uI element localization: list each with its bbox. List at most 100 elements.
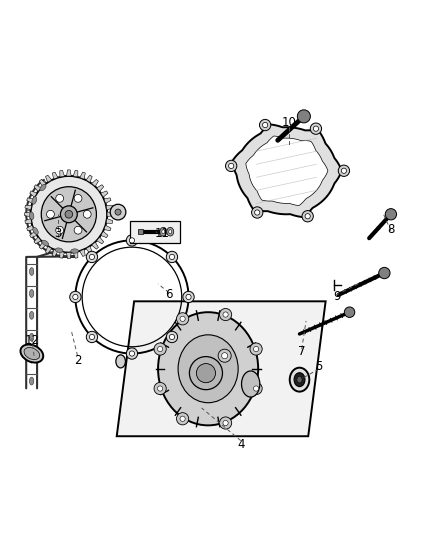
Circle shape	[196, 364, 215, 383]
Circle shape	[223, 421, 228, 426]
Polygon shape	[67, 253, 71, 259]
Circle shape	[46, 211, 54, 218]
Ellipse shape	[290, 368, 309, 392]
Polygon shape	[106, 205, 113, 210]
Circle shape	[86, 332, 98, 343]
Circle shape	[65, 211, 73, 218]
Ellipse shape	[24, 348, 40, 360]
Circle shape	[226, 160, 237, 172]
Circle shape	[229, 163, 234, 168]
Circle shape	[166, 332, 178, 343]
Circle shape	[254, 210, 260, 215]
Circle shape	[70, 292, 81, 303]
Polygon shape	[101, 191, 108, 197]
Circle shape	[219, 417, 232, 429]
Circle shape	[74, 227, 82, 234]
Polygon shape	[25, 212, 31, 216]
Text: 2: 2	[74, 353, 81, 367]
Polygon shape	[67, 170, 71, 176]
Polygon shape	[27, 198, 34, 204]
Circle shape	[254, 386, 259, 391]
Circle shape	[180, 316, 185, 321]
Circle shape	[254, 346, 259, 352]
Circle shape	[313, 126, 318, 131]
Polygon shape	[60, 171, 64, 177]
Polygon shape	[30, 191, 37, 197]
Ellipse shape	[21, 344, 43, 362]
Text: 10: 10	[281, 116, 296, 130]
Polygon shape	[46, 175, 52, 182]
Circle shape	[222, 353, 228, 359]
Ellipse shape	[29, 212, 34, 220]
Ellipse shape	[29, 311, 34, 319]
Circle shape	[166, 251, 178, 263]
Circle shape	[154, 343, 166, 355]
Circle shape	[60, 206, 77, 223]
Circle shape	[129, 238, 134, 243]
Circle shape	[73, 294, 78, 300]
Circle shape	[379, 268, 390, 279]
Polygon shape	[27, 225, 34, 231]
Circle shape	[338, 165, 350, 176]
Circle shape	[158, 346, 163, 352]
Ellipse shape	[167, 228, 174, 236]
Circle shape	[218, 349, 231, 362]
Text: 8: 8	[387, 223, 395, 236]
Text: 5: 5	[315, 360, 323, 373]
Circle shape	[250, 382, 262, 394]
Circle shape	[89, 254, 95, 260]
Ellipse shape	[297, 376, 302, 383]
Circle shape	[170, 254, 175, 260]
Polygon shape	[107, 212, 113, 216]
Ellipse shape	[29, 355, 34, 363]
Circle shape	[250, 343, 262, 355]
Polygon shape	[34, 185, 41, 191]
Ellipse shape	[32, 197, 37, 204]
Circle shape	[89, 334, 95, 340]
Ellipse shape	[162, 230, 165, 233]
Circle shape	[310, 123, 321, 134]
Circle shape	[177, 313, 189, 325]
Polygon shape	[39, 242, 46, 249]
Polygon shape	[92, 180, 99, 187]
Circle shape	[189, 357, 223, 390]
Polygon shape	[97, 237, 104, 244]
Ellipse shape	[29, 333, 34, 341]
Polygon shape	[104, 225, 111, 231]
Circle shape	[385, 208, 396, 220]
Circle shape	[129, 351, 134, 356]
Circle shape	[170, 334, 175, 340]
Circle shape	[341, 168, 346, 173]
Polygon shape	[97, 185, 104, 191]
Circle shape	[183, 292, 194, 303]
Ellipse shape	[40, 184, 46, 191]
Ellipse shape	[71, 249, 78, 253]
Circle shape	[297, 110, 311, 123]
Polygon shape	[73, 252, 78, 258]
Polygon shape	[39, 180, 46, 187]
Text: 7: 7	[298, 345, 305, 358]
Polygon shape	[86, 246, 92, 253]
Circle shape	[344, 307, 355, 318]
Polygon shape	[53, 172, 58, 179]
Ellipse shape	[241, 371, 260, 397]
Text: 6: 6	[165, 288, 173, 301]
Ellipse shape	[29, 377, 34, 385]
Circle shape	[305, 214, 310, 219]
Circle shape	[186, 294, 191, 300]
Text: 3: 3	[54, 228, 62, 240]
Polygon shape	[246, 136, 328, 206]
Ellipse shape	[294, 373, 305, 386]
Polygon shape	[25, 219, 32, 223]
Polygon shape	[117, 301, 325, 436]
Circle shape	[262, 123, 268, 127]
Polygon shape	[73, 171, 78, 177]
Ellipse shape	[55, 248, 63, 253]
Polygon shape	[46, 246, 52, 253]
Polygon shape	[86, 175, 92, 182]
Circle shape	[56, 227, 64, 234]
Ellipse shape	[116, 355, 125, 368]
Circle shape	[115, 209, 121, 215]
Circle shape	[126, 235, 138, 246]
Circle shape	[158, 386, 163, 391]
